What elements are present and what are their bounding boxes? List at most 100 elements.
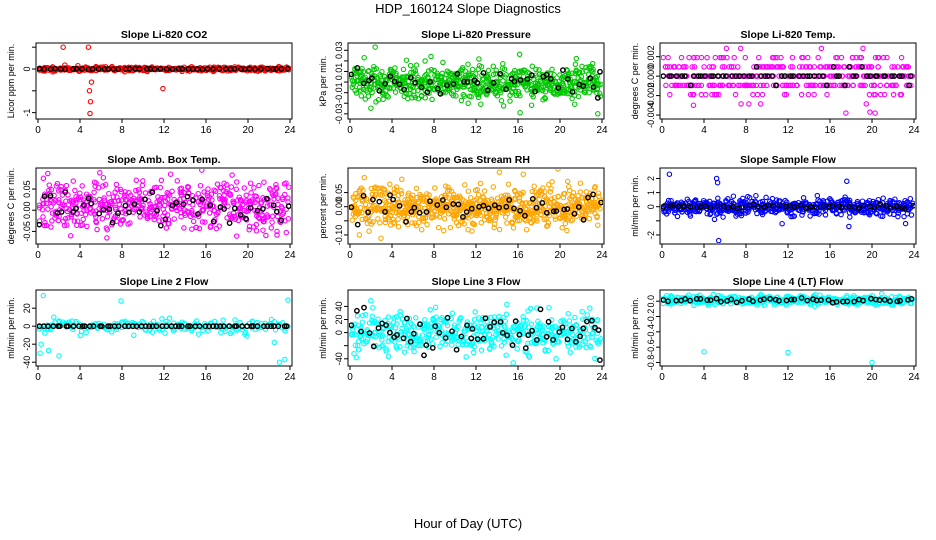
data-point (839, 73, 846, 79)
data-point (392, 89, 399, 95)
hourly-point (353, 307, 360, 314)
data-point (359, 312, 366, 319)
data-point (569, 203, 575, 209)
hourly-point (707, 204, 714, 211)
hourly-point (553, 208, 560, 215)
data-point (493, 67, 499, 74)
data-point (753, 192, 759, 199)
data-point (552, 213, 558, 220)
hourly-point (427, 79, 433, 85)
hourly-point (573, 338, 579, 345)
data-point (589, 60, 596, 67)
data-point (529, 188, 536, 195)
data-point (380, 342, 386, 348)
data-point (239, 326, 246, 333)
x-tick-label: 12 (470, 125, 482, 136)
data-point (778, 54, 784, 61)
hourly-point (587, 75, 594, 82)
data-point (698, 91, 705, 98)
data-point (435, 322, 442, 329)
data-point (547, 189, 554, 195)
data-point (409, 220, 415, 226)
data-point (803, 64, 810, 70)
data-point (243, 197, 250, 204)
data-point (460, 341, 466, 348)
hourly-point (461, 78, 467, 85)
x-tick-label: 8 (743, 125, 749, 136)
data-point (818, 45, 825, 52)
data-point (846, 223, 852, 230)
data-point (853, 54, 859, 61)
data-point (813, 73, 820, 79)
data-point (166, 315, 173, 321)
x-tick-label: 16 (512, 125, 524, 136)
hourly-point (522, 345, 529, 351)
data-point (461, 328, 468, 335)
plot-frame (659, 42, 917, 120)
hourly-point (864, 73, 870, 80)
data-point (140, 178, 146, 184)
data-point (576, 69, 583, 76)
data-point (156, 322, 163, 329)
panel-title: Slope Li-820 CO2 (121, 29, 208, 41)
x-tick-label: 4 (77, 125, 83, 136)
x-tick-label: 24 (596, 372, 608, 383)
data-point (135, 187, 142, 193)
hourly-point (207, 202, 214, 209)
hourly-point (459, 213, 466, 220)
data-point (78, 196, 84, 203)
data-point (117, 186, 124, 193)
data-point (199, 219, 206, 225)
data-point (759, 198, 766, 205)
data-point (93, 219, 100, 226)
data-point (358, 93, 365, 99)
data-point (360, 86, 367, 93)
data-point (382, 219, 389, 226)
data-point (689, 64, 695, 70)
hourly-point (115, 66, 122, 73)
hourly-point (453, 346, 460, 353)
data-point (691, 91, 697, 98)
hourly-point (360, 80, 367, 87)
hourly-point (773, 82, 779, 89)
panel-title: Slope Line 3 Flow (432, 276, 522, 288)
hourly-point (595, 327, 602, 333)
y-tick-label: -0.2 (646, 309, 656, 325)
hourly-point (79, 323, 86, 330)
data-point (403, 325, 410, 332)
x-tick-label: 0 (35, 125, 41, 136)
hourly-point (545, 318, 552, 325)
data-point (391, 220, 398, 227)
data-point (478, 101, 484, 107)
data-point (351, 350, 357, 357)
data-point (189, 226, 195, 232)
data-point (731, 54, 737, 61)
hourly-point (149, 189, 156, 196)
data-point (383, 348, 389, 354)
data-point (260, 227, 266, 233)
data-point (64, 222, 70, 228)
data-point (206, 210, 213, 216)
hourly-point (746, 73, 753, 80)
hourly-point (860, 202, 867, 209)
hourly-point (590, 191, 596, 198)
hourly-point (37, 221, 43, 228)
hourly-point (725, 204, 731, 211)
data-point (784, 82, 790, 89)
data-point (756, 64, 763, 70)
data-point (485, 67, 492, 74)
data-point (754, 91, 761, 98)
data-point (715, 195, 721, 202)
data-point (529, 88, 535, 95)
data-point (716, 91, 722, 98)
hourly-point (260, 323, 267, 330)
hourly-point (376, 198, 383, 205)
data-point (779, 220, 785, 227)
data-point (572, 84, 579, 90)
panel-title: Slope Sample Flow (740, 154, 837, 166)
data-point (178, 209, 184, 216)
data-point (787, 82, 794, 89)
data-point (509, 89, 516, 96)
data-point (156, 201, 163, 207)
hourly-point (787, 73, 794, 80)
